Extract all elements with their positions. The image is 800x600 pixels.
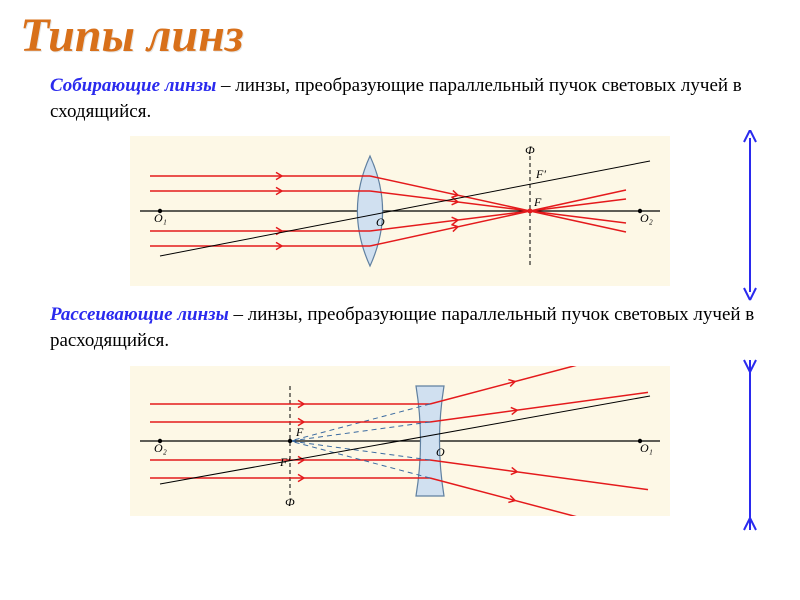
svg-text:O₁: O₁: [640, 441, 653, 455]
diagram-diverging: O₁ O₂ O F F′ Ф: [130, 366, 670, 516]
term-diverging: Рассеивающие линзы: [50, 304, 229, 325]
diagram-converging-wrap: O₁ O₂ O F F′Ф: [0, 132, 800, 296]
svg-text:F: F: [533, 195, 542, 209]
svg-text:O₂: O₂: [154, 441, 167, 455]
diagram-diverging-wrap: O₁ O₂ O F F′ Ф: [0, 362, 800, 526]
term-converging: Собирающие линзы: [50, 75, 216, 96]
title-text: Типы линз: [20, 9, 244, 62]
svg-text:F′: F′: [279, 455, 290, 469]
svg-text:F: F: [295, 425, 304, 439]
section-diverging: Рассеивающие линзы – линзы, преобразующи…: [0, 296, 800, 361]
svg-text:O₂: O₂: [640, 211, 653, 225]
svg-text:Ф: Ф: [285, 495, 295, 509]
svg-text:F′: F′: [535, 167, 546, 181]
section-converging: Собирающие линзы – линзы, преобразующие …: [0, 67, 800, 132]
svg-text:O₁: O₁: [154, 211, 167, 225]
diagram-converging: O₁ O₂ O F F′Ф: [130, 136, 670, 286]
svg-text:Ф: Ф: [525, 143, 535, 157]
svg-text:O: O: [376, 215, 385, 229]
svg-text:O: O: [436, 445, 445, 459]
lens-symbols-sidebar: [730, 130, 770, 550]
page-title: Типы линз: [0, 0, 800, 67]
